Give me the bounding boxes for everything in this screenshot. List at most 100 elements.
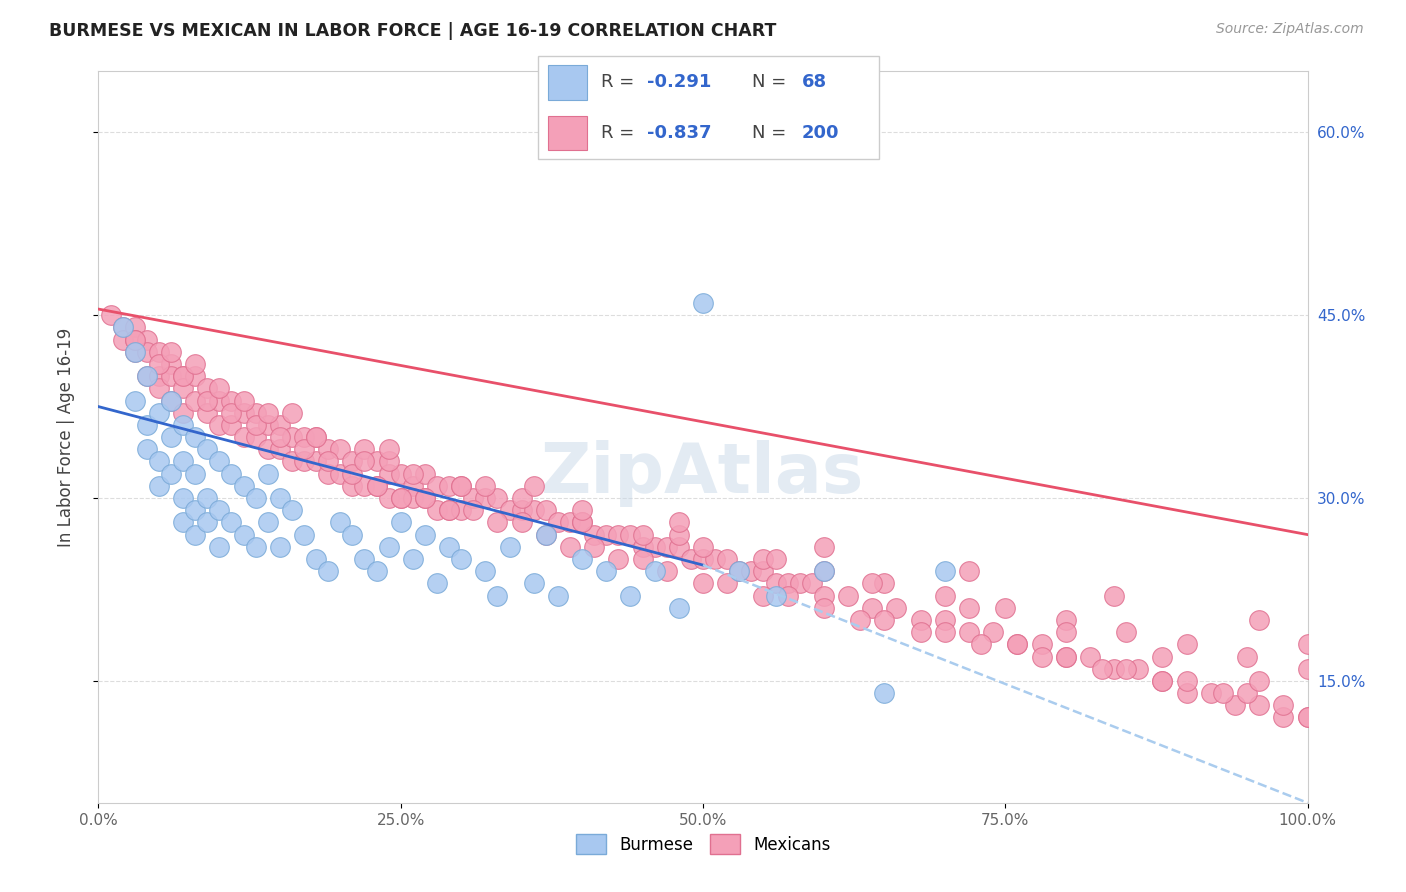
Point	[402, 491, 425, 505]
Point	[547, 589, 569, 603]
Point	[148, 357, 170, 371]
Point	[1152, 673, 1174, 688]
Point	[269, 491, 291, 505]
Point	[426, 479, 449, 493]
Point	[184, 503, 207, 517]
Point	[269, 430, 291, 444]
Point	[208, 417, 231, 432]
Point	[353, 454, 375, 468]
Point	[474, 564, 496, 578]
Y-axis label: In Labor Force | Age 16-19: In Labor Force | Age 16-19	[56, 327, 75, 547]
Point	[366, 564, 388, 578]
Point	[184, 393, 207, 408]
Point	[256, 467, 278, 481]
Point	[534, 527, 557, 541]
Point	[860, 576, 883, 591]
Point	[1272, 698, 1295, 713]
Point	[281, 430, 304, 444]
Text: ZipAtlas: ZipAtlas	[541, 440, 865, 508]
Text: Source: ZipAtlas.com: Source: ZipAtlas.com	[1216, 22, 1364, 37]
Point	[474, 491, 496, 505]
Point	[100, 308, 122, 322]
Point	[377, 442, 399, 457]
Point	[160, 467, 183, 481]
Point	[1236, 649, 1258, 664]
Point	[631, 540, 654, 554]
Point	[1175, 637, 1198, 651]
Point	[607, 552, 630, 566]
Point	[269, 417, 291, 432]
Point	[281, 454, 304, 468]
Point	[232, 479, 254, 493]
Point	[232, 430, 254, 444]
Point	[389, 467, 412, 481]
Point	[305, 454, 328, 468]
Point	[644, 540, 666, 554]
Point	[232, 393, 254, 408]
Point	[486, 589, 509, 603]
Point	[195, 442, 218, 457]
Point	[1007, 637, 1029, 651]
Point	[111, 320, 134, 334]
Point	[135, 369, 157, 384]
Point	[1091, 662, 1114, 676]
Point	[523, 576, 546, 591]
Point	[342, 527, 364, 541]
Point	[111, 333, 134, 347]
Point	[135, 442, 157, 457]
Text: N =: N =	[752, 124, 792, 142]
FancyBboxPatch shape	[548, 65, 588, 100]
Point	[970, 637, 993, 651]
Point	[195, 516, 218, 530]
Point	[221, 393, 243, 408]
Point	[910, 625, 932, 640]
Point	[1152, 673, 1174, 688]
Point	[607, 527, 630, 541]
Point	[184, 467, 207, 481]
Point	[1223, 698, 1246, 713]
Point	[644, 564, 666, 578]
Point	[402, 467, 425, 481]
Point	[377, 491, 399, 505]
Point	[402, 479, 425, 493]
Point	[1296, 710, 1319, 724]
Point	[160, 369, 183, 384]
Point	[510, 491, 533, 505]
Point	[377, 467, 399, 481]
Point	[426, 576, 449, 591]
Point	[256, 516, 278, 530]
Point	[184, 369, 207, 384]
Point	[135, 344, 157, 359]
Point	[256, 442, 278, 457]
Point	[655, 564, 678, 578]
Point	[450, 552, 472, 566]
Point	[292, 527, 315, 541]
Point	[1054, 613, 1077, 627]
Point	[534, 527, 557, 541]
Point	[619, 527, 641, 541]
Point	[692, 540, 714, 554]
Point	[281, 406, 304, 420]
Point	[1054, 649, 1077, 664]
Point	[934, 625, 956, 640]
Point	[450, 479, 472, 493]
Point	[692, 296, 714, 310]
Point	[1007, 637, 1029, 651]
Point	[1054, 625, 1077, 640]
Point	[413, 527, 436, 541]
Point	[184, 357, 207, 371]
Point	[1296, 662, 1319, 676]
Point	[316, 454, 339, 468]
Point	[135, 369, 157, 384]
Point	[474, 479, 496, 493]
Point	[450, 503, 472, 517]
Point	[366, 454, 388, 468]
Point	[486, 491, 509, 505]
Point	[1031, 649, 1053, 664]
Point	[245, 491, 267, 505]
Point	[172, 454, 194, 468]
Point	[716, 552, 738, 566]
Point	[873, 576, 896, 591]
Point	[1102, 662, 1125, 676]
Point	[728, 564, 751, 578]
